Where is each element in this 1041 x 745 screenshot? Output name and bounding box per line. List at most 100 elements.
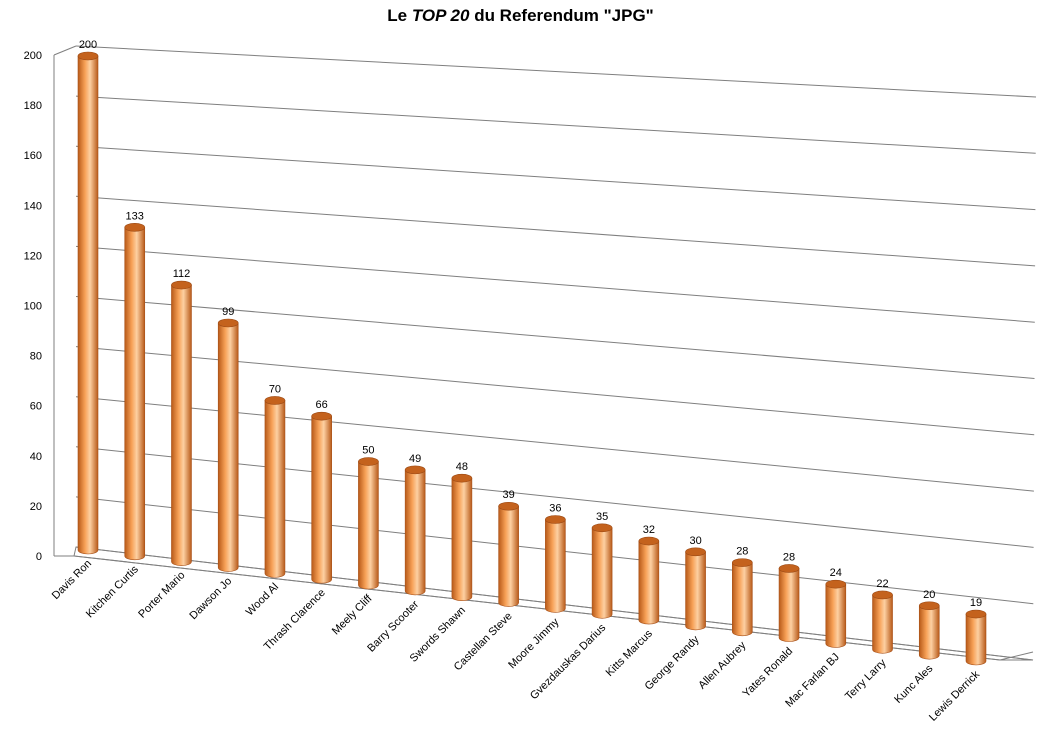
y-tick-label: 180 [24,100,42,112]
bar [591,523,613,619]
bar [498,501,519,607]
bar [825,579,847,648]
data-label: 39 [503,489,515,501]
bar-top [872,590,893,600]
bar-body [638,540,660,625]
x-category-label: Porter Mario [136,569,187,620]
bar-top [404,465,426,475]
bar-body [965,613,987,666]
bar [872,590,893,654]
gridline [75,195,1036,267]
gridline [75,95,1036,154]
data-label: 50 [362,445,374,457]
data-label: 200 [79,39,97,51]
y-tick-label: 20 [30,501,42,513]
data-label: 70 [269,383,281,395]
x-category-label: Kunc Ales [892,662,935,705]
gridline [75,296,1035,379]
chart-title: Le TOP 20 du Referendum "JPG" [0,6,1041,26]
bar-body [778,568,800,642]
data-label: 48 [456,461,468,473]
bar-top [171,280,192,290]
bar [404,465,426,596]
bar [264,396,286,578]
bar-top [77,51,99,61]
y-tick-label: 200 [24,50,42,62]
bar [545,515,566,613]
x-category-label: Terry Larry [843,657,889,703]
x-category-label: Meely Cliff [330,592,375,637]
bar-body [591,527,613,619]
bar [217,318,239,572]
y-tick-label: 0 [36,551,42,563]
data-label: 30 [689,535,701,547]
bar [77,51,99,555]
data-label: 133 [126,210,144,222]
y-tick-label: 40 [30,451,42,463]
x-category-label: Wood Al [244,581,281,618]
bar [685,547,706,631]
bar-top [778,564,800,573]
y-tick-label: 160 [24,150,42,162]
y-tick-label: 60 [30,401,42,413]
bar [124,223,146,561]
bar-top [825,579,847,589]
data-label: 28 [736,546,748,558]
bar [638,536,660,625]
bar-body [825,583,847,648]
data-label: 20 [923,589,935,601]
bar-top [264,396,286,405]
bar-body [217,322,239,572]
bar [171,280,192,566]
bar-top [217,318,239,328]
bar-body [918,605,940,660]
data-label: 36 [549,503,561,515]
x-category-label: Davis Ron [50,558,94,602]
bars [77,51,987,666]
bar [358,457,379,590]
bar-body [124,227,146,561]
x-category-label: Dawson Jo [187,575,234,622]
bar-top [311,411,332,421]
data-label: 112 [173,268,191,280]
x-category-label: Swords Shawn [408,604,468,664]
bar-top [498,501,519,511]
gridline [75,145,1036,211]
bar-top [591,523,613,533]
bar-body [77,55,99,555]
bar-body [498,505,519,607]
data-label: 99 [222,306,234,318]
bar-top [451,473,473,483]
bar [311,411,332,584]
chart-title-prefix: Le [387,6,412,25]
data-label: 19 [970,597,982,609]
data-label: 49 [409,453,421,465]
x-category-label: Allen Aubrey [696,639,749,692]
bar-top [358,457,379,466]
bar-body [685,551,706,631]
data-label: 28 [783,551,795,563]
y-tick-label: 100 [24,301,42,313]
data-label: 35 [596,511,608,523]
data-label: 22 [876,578,888,590]
bar-body [545,519,566,613]
y-tick-label: 120 [24,250,42,262]
bar [778,564,800,642]
bar-body [171,284,192,566]
x-category-label: Moore Jimmy [506,616,562,672]
axis-depth-line [53,45,77,56]
bar-body [311,415,332,584]
bar-body [404,469,426,596]
bar-top [965,609,987,619]
data-label: 24 [830,567,842,579]
chart-title-suffix: du Referendum "JPG" [469,6,654,25]
bar-top [638,536,660,546]
axes: 0 20 40 60 80 100 120 140 160 180 200 [24,45,1034,661]
x-category-label: Lewis Derrick [927,668,983,724]
x-category-label: Kitchen Curtis [84,563,141,620]
bar-top [545,515,566,524]
y-tick-label: 80 [30,351,42,363]
gridline [75,245,1035,323]
bar-body [872,594,893,654]
